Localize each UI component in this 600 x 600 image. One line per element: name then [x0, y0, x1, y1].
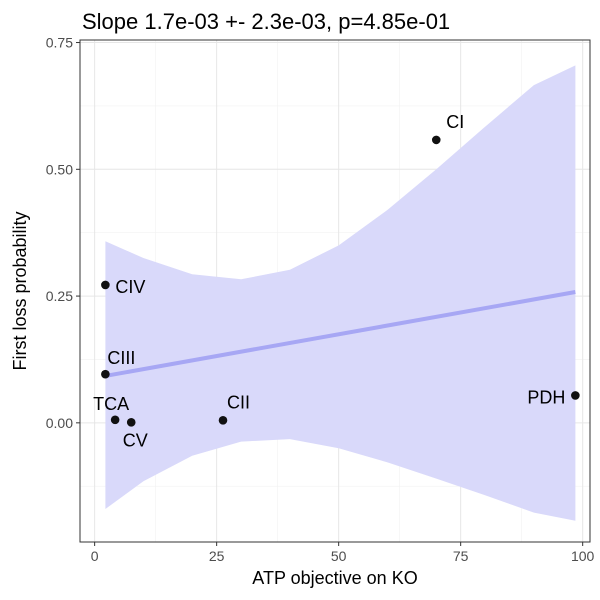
y-tick-label: 0.00: [46, 415, 73, 431]
point-cii: [218, 416, 228, 425]
point-pdh: [571, 391, 580, 400]
points-layer: [101, 135, 580, 427]
confidence-band-layer: [105, 65, 576, 521]
x-tick-label: 75: [453, 548, 469, 564]
point-label-cii: CII: [227, 392, 250, 412]
fit-line-layer: [105, 290, 576, 378]
regression-line: [105, 290, 576, 378]
point-label-pdh: PDH: [527, 387, 565, 407]
confidence-band: [105, 65, 576, 521]
point-ci: [431, 135, 441, 145]
y-axis-ticks: 0.00 0.25 0.50 0.75: [46, 35, 80, 431]
chart-title: Slope 1.7e-03 +- 2.3e-03, p=4.85e-01: [82, 9, 450, 34]
y-tick-label: 0.75: [46, 35, 73, 51]
x-axis-title: ATP objective on KO: [252, 568, 417, 588]
y-tick-label: 0.25: [46, 288, 73, 304]
point-label-ci: CI: [446, 112, 464, 132]
point-civ: [101, 280, 110, 290]
x-tick-label: 0: [91, 548, 99, 564]
point-label-civ: CIV: [115, 277, 145, 297]
y-tick-label: 0.50: [46, 161, 73, 177]
point-cv: [126, 418, 136, 427]
point-tca: [110, 415, 120, 425]
point-ciii: [101, 369, 110, 379]
point-label-tca: TCA: [93, 394, 129, 414]
x-tick-label: 25: [209, 548, 225, 564]
point-label-ciii: CIII: [107, 348, 135, 368]
point-label-cv: CV: [123, 430, 148, 450]
x-axis-ticks: 0 25 50 75 100: [91, 542, 595, 564]
x-tick-label: 50: [331, 548, 347, 564]
point-labels-layer: CI CIV CIII TCA CV CII PDH: [93, 112, 565, 450]
panel-border: [79, 39, 591, 543]
y-axis-title: First loss probability: [10, 211, 30, 370]
x-tick-label: 100: [571, 548, 595, 564]
